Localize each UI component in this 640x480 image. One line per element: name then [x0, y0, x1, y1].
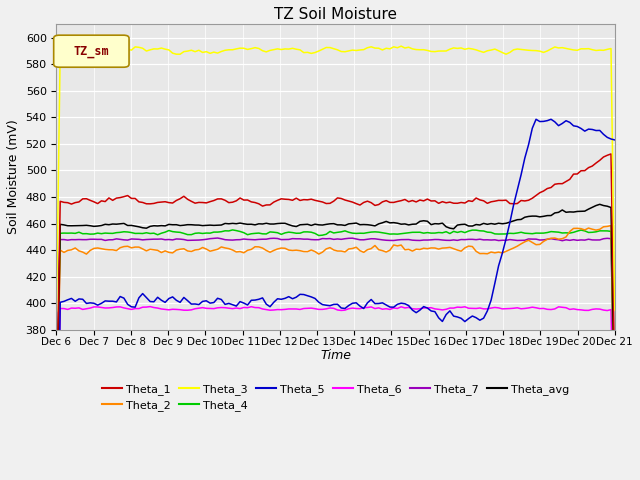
Y-axis label: Soil Moisture (mV): Soil Moisture (mV) — [7, 120, 20, 234]
Legend: Theta_1, Theta_2, Theta_3, Theta_4, Theta_5, Theta_6, Theta_7, Theta_avg: Theta_1, Theta_2, Theta_3, Theta_4, Thet… — [97, 380, 573, 416]
X-axis label: Time: Time — [320, 348, 351, 361]
Text: TZ_sm: TZ_sm — [73, 45, 109, 58]
Title: TZ Soil Moisture: TZ Soil Moisture — [274, 7, 397, 22]
FancyBboxPatch shape — [54, 35, 129, 67]
